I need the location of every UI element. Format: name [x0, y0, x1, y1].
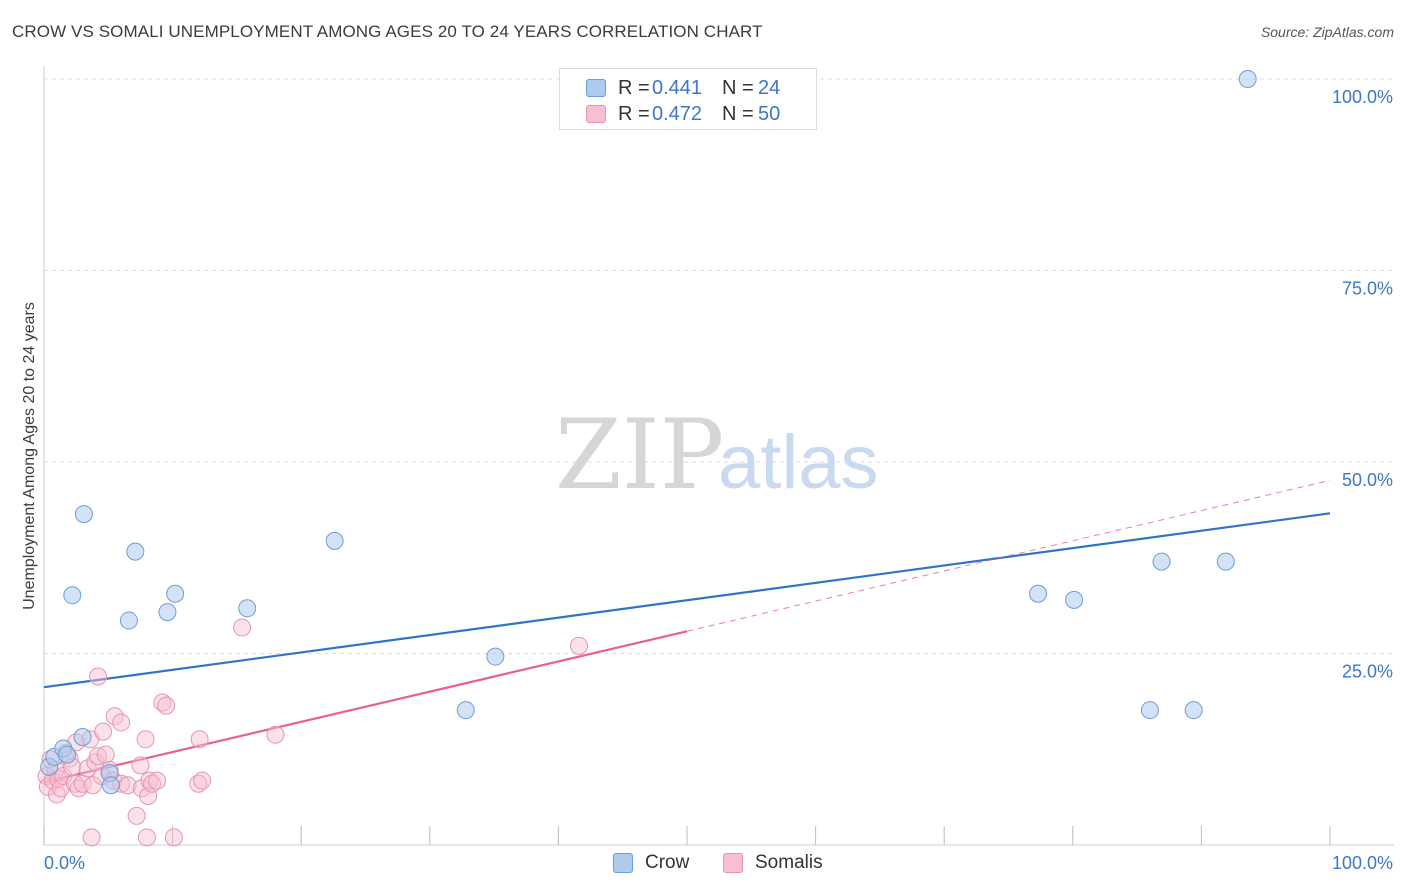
legend-row-crow: R = 0.441 N = 24	[586, 76, 780, 100]
somalis-point	[83, 776, 102, 795]
crow-point	[73, 727, 92, 746]
crow-point	[486, 647, 505, 666]
somalis-point	[164, 828, 183, 847]
crow-point	[238, 599, 257, 618]
somalis-point	[569, 636, 588, 655]
crow-point	[119, 611, 138, 630]
crow-swatch	[586, 79, 606, 97]
somalis-point	[193, 771, 212, 790]
somalis-swatch	[586, 105, 606, 123]
somalis-point	[137, 828, 156, 847]
legend-item-crow[interactable]: Crow	[613, 852, 689, 874]
crow-point	[1238, 70, 1257, 88]
somalis-point	[94, 722, 113, 741]
crow-point	[1065, 590, 1084, 609]
crow-r-value: 0.441	[652, 76, 703, 99]
series-legend: Crow Somalis	[0, 852, 1406, 878]
crow-point	[101, 776, 120, 795]
somalis-n-label: N =	[722, 102, 754, 125]
y-tick-label: 25.0%	[1342, 662, 1393, 682]
crow-n-label: N =	[722, 76, 754, 99]
crow-point	[126, 542, 145, 561]
grid-lines	[44, 78, 1394, 654]
source-label: Source: ZipAtlas.com	[1260, 24, 1394, 40]
axes	[43, 66, 1394, 846]
y-tick-label: 50.0%	[1342, 470, 1393, 490]
somalis-legend-label: Somalis	[755, 852, 823, 873]
somalis-point	[148, 771, 167, 790]
somalis-r-value: 0.472	[652, 102, 703, 125]
crow-point	[1216, 552, 1235, 571]
x-tick-label: 100.0%	[1332, 853, 1393, 873]
somalis-trend-extension	[686, 479, 1331, 632]
somalis-point	[143, 774, 162, 793]
chart-title: CROW VS SOMALI UNEMPLOYMENT AMONG AGES 2…	[12, 22, 763, 41]
somalis-point	[89, 667, 108, 686]
somalis-trend-line	[43, 630, 688, 784]
crow-point	[74, 505, 93, 524]
somalis-point	[140, 771, 159, 790]
crow-r-label: R =	[618, 76, 650, 99]
watermark-atlas: atlas	[718, 420, 879, 505]
somalis-point	[132, 779, 151, 798]
legend-item-somalis[interactable]: Somalis	[723, 852, 823, 874]
crow-legend-label: Crow	[645, 852, 690, 873]
crow-n-value: 24	[758, 76, 781, 99]
crow-trend-line	[43, 512, 1331, 689]
somalis-n-value: 50	[758, 102, 781, 125]
somalis-point	[89, 747, 108, 766]
crow-point	[1184, 701, 1203, 720]
watermark-zip: ZIP	[555, 399, 724, 511]
crow-point	[166, 584, 185, 603]
stats-legend: R = 0.441 N = 24 R = 0.472 N = 50	[559, 68, 817, 130]
somalis-point	[82, 828, 101, 847]
somalis-r-label: R =	[618, 102, 650, 125]
somalis-point	[136, 730, 155, 749]
crow-point	[1140, 701, 1159, 720]
somalis-point	[190, 730, 209, 749]
x-tick-label: 0.0%	[44, 853, 85, 873]
somalis-point	[131, 756, 150, 775]
crow-point	[58, 745, 77, 764]
somalis-point	[96, 745, 115, 764]
somalis-point	[233, 618, 252, 637]
somalis-point	[266, 725, 285, 744]
y-tick-label: 100.0%	[1332, 87, 1393, 107]
trend-lines	[43, 479, 1331, 784]
crow-point	[456, 701, 475, 720]
crow-point	[63, 586, 82, 605]
data-points	[37, 70, 1257, 847]
somalis-point	[112, 713, 131, 732]
y-tick-label: 75.0%	[1342, 279, 1393, 299]
crow-point	[158, 603, 177, 622]
somalis-point	[38, 777, 57, 796]
somalis-point	[157, 696, 176, 715]
crow-point	[1152, 552, 1171, 571]
crow-point	[1029, 584, 1048, 603]
tick-labels: 25.0% 50.0% 75.0% 100.0% 0.0% 100.0%	[44, 87, 1393, 873]
legend-row-somalis: R = 0.472 N = 50	[586, 102, 780, 126]
crow-legend-swatch	[613, 853, 633, 873]
somalis-point	[127, 806, 146, 825]
somalis-legend-swatch	[723, 853, 743, 873]
crow-point	[325, 531, 344, 550]
